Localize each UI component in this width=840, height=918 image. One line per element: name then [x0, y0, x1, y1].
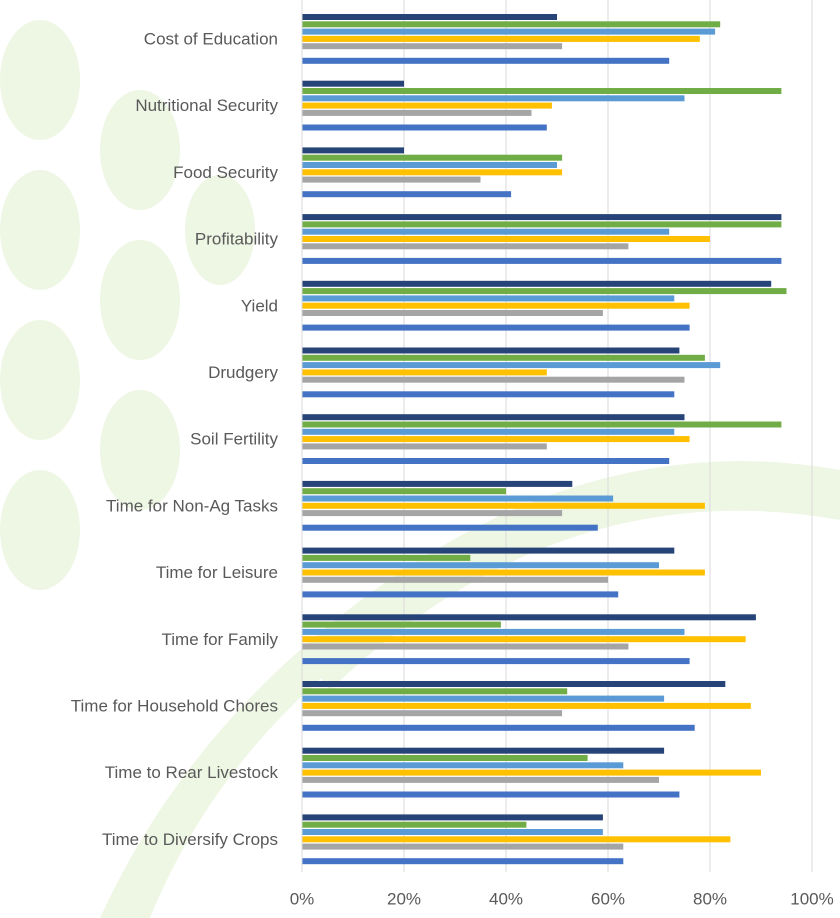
- bar: [302, 681, 726, 687]
- bar: [302, 591, 619, 598]
- bar: [302, 376, 685, 383]
- y-tick-label: Time for Non-Ag Tasks: [106, 496, 278, 515]
- bar: [302, 228, 670, 235]
- bar: [302, 576, 608, 583]
- bar: [302, 821, 527, 828]
- bar: [302, 95, 685, 102]
- bar: [302, 836, 731, 843]
- bar: [302, 762, 624, 769]
- bar: [302, 755, 588, 761]
- bar: [302, 443, 547, 450]
- bar: [302, 747, 665, 754]
- bar: [302, 428, 675, 435]
- bar: [302, 829, 603, 835]
- bar: [302, 21, 721, 28]
- bar: [302, 147, 404, 154]
- bar: [302, 109, 532, 116]
- bar: [302, 80, 404, 87]
- y-tick-label: Time for Household Chores: [71, 696, 278, 715]
- bar: [302, 554, 471, 561]
- bar: [302, 710, 563, 717]
- bar: [302, 302, 690, 309]
- y-tick-label: Drudgery: [208, 363, 278, 382]
- bar: [302, 162, 557, 168]
- bar: [302, 724, 695, 731]
- bar: [302, 814, 603, 821]
- y-tick-label: Yield: [241, 296, 278, 315]
- bar: [302, 769, 761, 776]
- bar: [302, 43, 563, 50]
- y-tick-label: Soil Fertility: [190, 430, 278, 449]
- bar: [302, 124, 547, 131]
- bar: [302, 214, 782, 221]
- x-tick-label: 0%: [290, 889, 315, 908]
- bar: [302, 28, 716, 35]
- y-tick-label: Time to Rear Livestock: [105, 763, 279, 782]
- bar: [302, 695, 665, 702]
- x-tick-label: 80%: [693, 889, 727, 908]
- bar: [302, 621, 501, 628]
- bar: [302, 524, 598, 531]
- bar: [302, 57, 670, 64]
- bar: [302, 569, 705, 576]
- bar: [302, 488, 506, 495]
- bar: [302, 169, 563, 176]
- bar: [302, 636, 746, 643]
- bar: [302, 14, 557, 20]
- bar: [302, 391, 675, 398]
- bar: [302, 458, 670, 464]
- bar: [302, 702, 751, 709]
- bar: [302, 236, 710, 242]
- y-tick-label: Nutritional Security: [135, 96, 278, 115]
- bar: [302, 547, 675, 554]
- bar: [302, 362, 721, 369]
- bar: [302, 502, 705, 509]
- bar: [302, 191, 512, 198]
- x-tick-label: 20%: [387, 889, 421, 908]
- bar: [302, 628, 685, 635]
- bar: [302, 643, 629, 650]
- bar: [302, 35, 700, 42]
- bar: [302, 658, 690, 665]
- y-tick-label: Food Security: [173, 163, 278, 182]
- bar: [302, 688, 568, 695]
- bar: [302, 776, 659, 783]
- bar: [302, 176, 481, 183]
- bar: [302, 510, 563, 517]
- y-tick-label: Time for Leisure: [156, 563, 278, 582]
- bar: [302, 347, 680, 354]
- bar: [302, 310, 603, 316]
- bar: [302, 288, 787, 295]
- bar: [302, 436, 690, 443]
- bar: [302, 369, 547, 376]
- x-tick-label: 40%: [489, 889, 523, 908]
- bar: [302, 495, 614, 502]
- bar: [302, 480, 573, 487]
- bar: [302, 154, 563, 161]
- bar: [302, 243, 629, 250]
- x-tick-label: 100%: [790, 889, 833, 908]
- bar: [302, 102, 552, 109]
- bar: [302, 421, 782, 428]
- y-tick-label: Time to Diversify Crops: [102, 830, 278, 849]
- bar: [302, 414, 685, 421]
- bar: [302, 791, 680, 798]
- y-tick-label: Cost of Education: [144, 29, 278, 48]
- x-tick-label: 60%: [591, 889, 625, 908]
- bar: [302, 257, 782, 264]
- bar: [302, 88, 782, 94]
- bar: [302, 295, 675, 302]
- bar: [302, 280, 772, 287]
- bar: [302, 562, 659, 569]
- y-tick-label: Profitability: [195, 230, 279, 249]
- y-tick-label: Time for Family: [162, 630, 279, 649]
- bar: [302, 858, 624, 865]
- bar: [302, 221, 782, 228]
- bar: [302, 843, 624, 850]
- bar: [302, 354, 705, 361]
- bar: [302, 614, 756, 621]
- bar: [302, 324, 690, 331]
